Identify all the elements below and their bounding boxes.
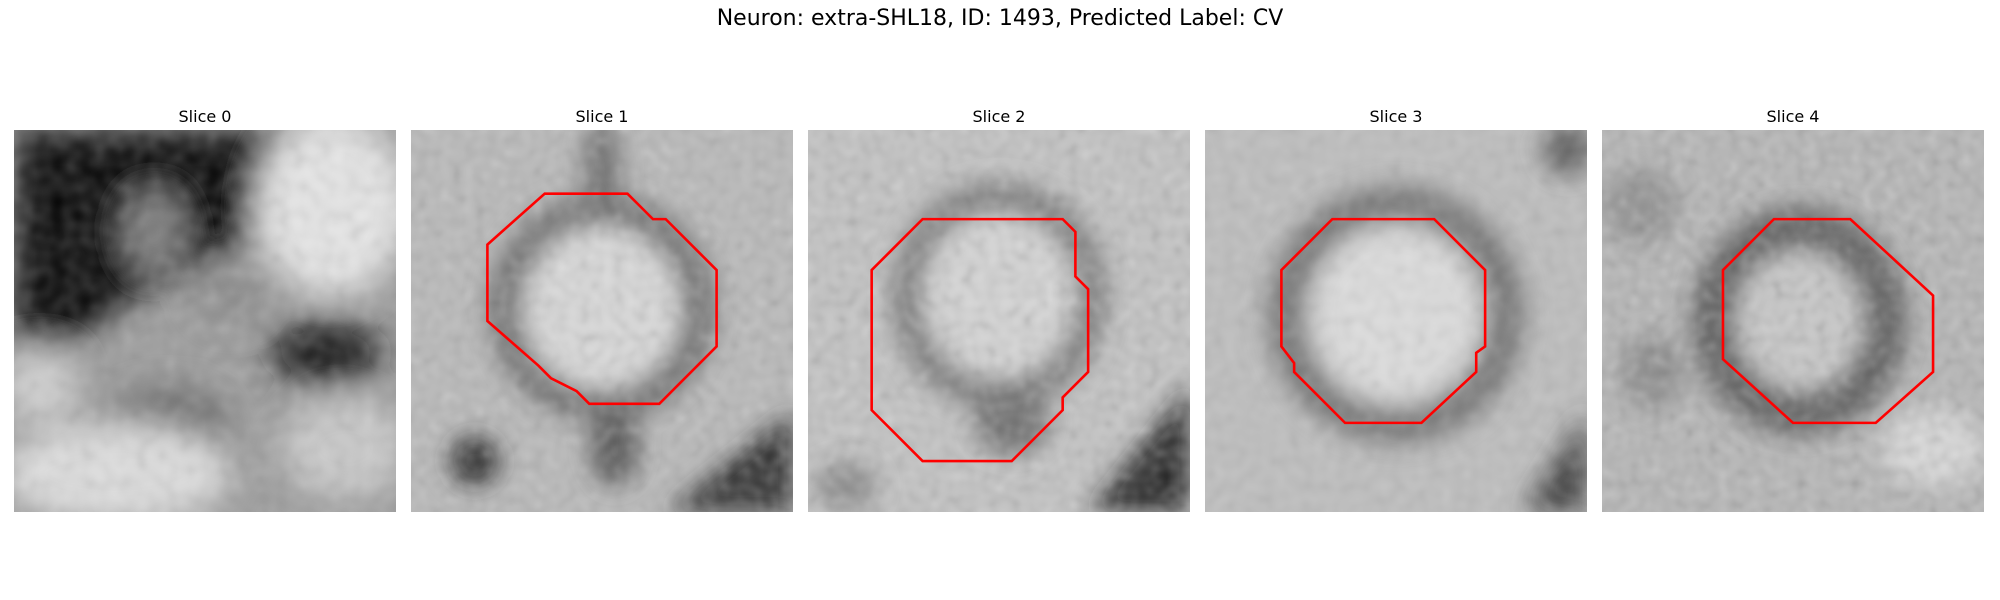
- slice-title: Slice 4: [1766, 107, 1820, 126]
- figure-title: Neuron: extra-SHL18, ID: 1493, Predicted…: [716, 6, 1284, 31]
- slice-title: Slice 3: [1369, 107, 1423, 126]
- slice-title: Slice 2: [972, 107, 1026, 126]
- roi-contour: [487, 194, 716, 404]
- roi-contour: [1723, 219, 1933, 423]
- slice-image-2: [808, 130, 1190, 512]
- slice-title: Slice 0: [178, 107, 232, 126]
- roi-contour: [1281, 219, 1485, 423]
- slice-image-3: [1205, 130, 1587, 512]
- slice-panel-4: Slice 4: [1602, 104, 1984, 512]
- slice-panel-3: Slice 3: [1205, 104, 1587, 512]
- slice-image-4: [1602, 130, 1984, 512]
- slice-image-1: [411, 130, 793, 512]
- slice-panel-0: Slice 0: [14, 104, 396, 512]
- slice-panel-1: Slice 1: [411, 104, 793, 512]
- roi-contour: [872, 219, 1088, 461]
- slice-image-0: [14, 130, 396, 512]
- slice-title: Slice 1: [575, 107, 629, 126]
- slice-panel-2: Slice 2: [808, 104, 1190, 512]
